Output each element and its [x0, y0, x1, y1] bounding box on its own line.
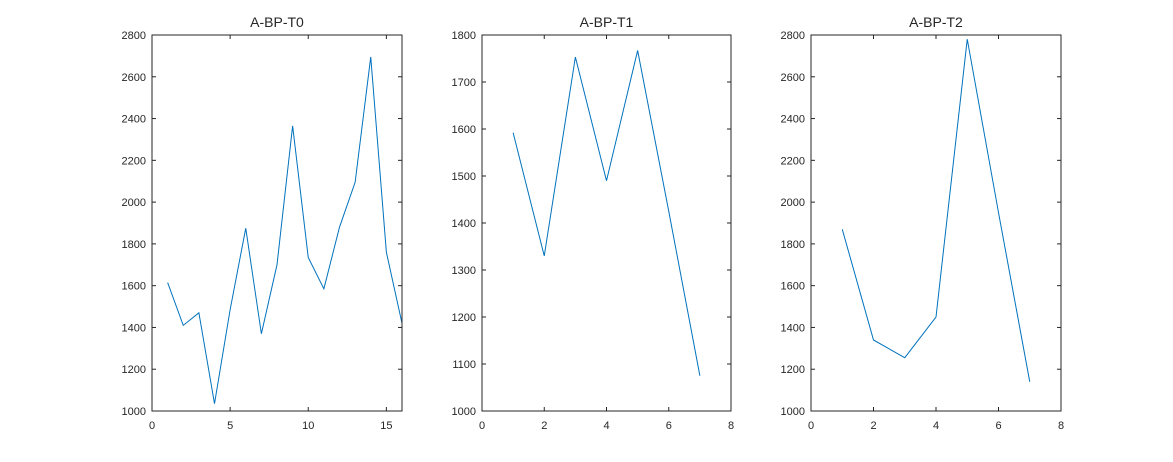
- y-tick-label: 1400: [452, 218, 476, 230]
- y-tick-label: 1500: [452, 171, 476, 183]
- y-tick-label: 1600: [781, 281, 805, 293]
- subplot-a-bp-t1: A-BP-T1 0 2 4 6 8 1000 1100 1200 1300 1400 1500 1600…: [452, 14, 735, 432]
- y-tick-label: 2000: [122, 197, 146, 209]
- y-tick-label: 1200: [122, 364, 146, 376]
- x-tick-label: 0: [149, 420, 155, 432]
- x-tick-label: 0: [479, 420, 485, 432]
- axes-box: [810, 34, 1062, 412]
- y-tick-label: 2400: [122, 114, 146, 126]
- x-tick-label: 0: [808, 420, 814, 432]
- x-tick-label: 4: [933, 420, 939, 432]
- x-tick-label: 8: [1058, 420, 1064, 432]
- y-tick-label: 2200: [122, 155, 146, 167]
- y-tick-label: 1300: [452, 265, 476, 277]
- chart-title: A-BP-T1: [580, 14, 634, 30]
- series-line: [167, 56, 402, 404]
- axes-box: [481, 34, 732, 412]
- chart-title: A-BP-T0: [250, 14, 304, 30]
- y-tick-label: 1800: [781, 239, 805, 251]
- x-tick-label: 6: [995, 420, 1001, 432]
- y-tick-label: 1400: [781, 322, 805, 334]
- y-tick-label: 1600: [452, 124, 476, 136]
- x-tick-label: 6: [666, 420, 672, 432]
- y-tick-label: 2800: [781, 30, 805, 42]
- y-tick-label: 1800: [122, 239, 146, 251]
- y-tick-label: 1200: [452, 312, 476, 324]
- series-line: [512, 50, 701, 376]
- y-tick-label: 1000: [122, 406, 146, 418]
- x-tick-label: 5: [227, 420, 233, 432]
- x-tick-label: 2: [870, 420, 876, 432]
- axes-box: [151, 34, 403, 412]
- x-tick-label: 10: [302, 420, 314, 432]
- series-line: [841, 39, 1031, 382]
- y-tick-label: 1600: [122, 281, 146, 293]
- y-tick-label: 2000: [781, 197, 805, 209]
- y-tick-label: 1000: [452, 406, 476, 418]
- x-tick-label: 15: [380, 420, 392, 432]
- y-tick-label: 1000: [781, 406, 805, 418]
- y-tick-label: 1200: [781, 364, 805, 376]
- y-tick-label: 1700: [452, 77, 476, 89]
- x-tick-label: 2: [541, 420, 547, 432]
- subplot-a-bp-t2: A-BP-T2 0 2 4 6 8 1000 1200 1400 1600 1800 2000 2200…: [781, 14, 1065, 432]
- y-tick-label: 1800: [452, 30, 476, 42]
- y-tick-label: 2800: [122, 30, 146, 42]
- y-tick-label: 2200: [781, 155, 805, 167]
- y-tick-label: 2600: [122, 72, 146, 84]
- x-tick-label: 4: [603, 420, 609, 432]
- chart-title: A-BP-T2: [909, 14, 963, 30]
- y-tick-label: 1100: [452, 359, 476, 371]
- x-tick-label: 8: [728, 420, 734, 432]
- y-tick-label: 1400: [122, 322, 146, 334]
- subplot-a-bp-t0: A-BP-T0 0 5 10 15 1000 1200 1400 1600 1800 2000 220…: [122, 14, 403, 432]
- y-tick-label: 2400: [781, 114, 805, 126]
- y-tick-label: 2600: [781, 72, 805, 84]
